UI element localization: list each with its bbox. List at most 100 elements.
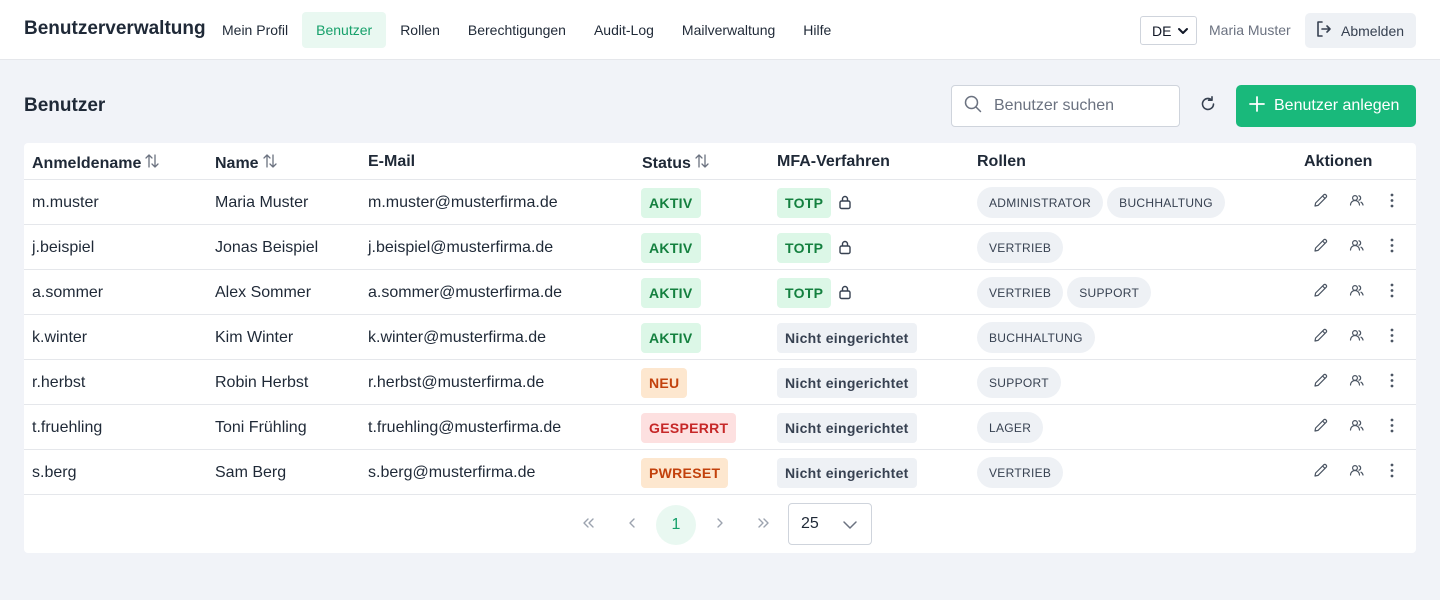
- mfa-badge: Nicht eingerichtet: [777, 368, 917, 398]
- login-cell: a.sommer: [32, 284, 104, 301]
- previous-page-button[interactable]: [612, 505, 652, 545]
- email-cell: t.fruehling@musterfirma.de: [368, 419, 562, 436]
- page-button-current[interactable]: 1: [656, 505, 696, 545]
- search-icon: [964, 95, 982, 118]
- assign-roles-button[interactable]: [1346, 283, 1366, 303]
- more-actions-button[interactable]: [1382, 238, 1402, 258]
- table-row[interactable]: r.herbst Robin Herbst r.herbst@musterfirma…: [24, 360, 1416, 405]
- email-cell: k.winter@musterfirma.de: [368, 329, 547, 346]
- column-header-mfa: MFA-Verfahren: [777, 153, 890, 170]
- more-actions-button[interactable]: [1382, 463, 1402, 483]
- chevrons-left-icon: [580, 515, 596, 536]
- more-vertical-icon: [1389, 462, 1395, 484]
- nav-item-mailverwaltung[interactable]: Mailverwaltung: [681, 22, 776, 38]
- sort-icon[interactable]: [144, 153, 160, 174]
- pencil-icon: [1312, 462, 1329, 484]
- column-header-name[interactable]: Name: [215, 153, 278, 174]
- more-vertical-icon: [1389, 237, 1395, 259]
- column-header-login[interactable]: Anmeldename: [32, 153, 160, 174]
- status-badge: PWRESET: [641, 458, 729, 488]
- refresh-button[interactable]: [1196, 94, 1220, 118]
- role-chip: VERTRIEB: [977, 277, 1064, 308]
- logout-button[interactable]: Abmelden: [1305, 13, 1416, 48]
- column-header-login-label: Anmeldename: [32, 154, 142, 172]
- status-badge: NEU: [641, 368, 688, 398]
- edit-button[interactable]: [1310, 328, 1330, 348]
- add-user-label: Benutzer anlegen: [1274, 97, 1400, 114]
- table-row[interactable]: t.fruehling Toni Frühling t.fruehling@must…: [24, 405, 1416, 450]
- sort-icon[interactable]: [262, 153, 278, 174]
- edit-button[interactable]: [1310, 373, 1330, 393]
- assign-roles-button[interactable]: [1346, 418, 1366, 438]
- email-cell: s.berg@musterfirma.de: [368, 464, 536, 481]
- table-header: Anmeldename Name E-Mail Status MFA-Verfa…: [24, 143, 1416, 180]
- main-nav: Mein Profil Benutzer Rollen Berechtigung…: [208, 12, 845, 48]
- add-user-button[interactable]: Benutzer anlegen: [1236, 85, 1416, 127]
- more-vertical-icon: [1389, 417, 1395, 439]
- role-chip: ADMINISTRATOR: [977, 187, 1104, 218]
- nav-item-berechtigungen[interactable]: Berechtigungen: [467, 22, 566, 38]
- column-header-status[interactable]: Status: [642, 153, 710, 174]
- lock-icon: [837, 239, 853, 260]
- role-chip: SUPPORT: [1067, 277, 1152, 308]
- first-page-button[interactable]: [568, 505, 608, 545]
- pencil-icon: [1312, 372, 1329, 394]
- login-cell: m.muster: [32, 194, 99, 211]
- email-cell: a.sommer@musterfirma.de: [368, 284, 563, 301]
- assign-roles-button[interactable]: [1346, 373, 1366, 393]
- table-row[interactable]: s.berg Sam Berg s.berg@musterfirma.de PWRES…: [24, 450, 1416, 495]
- next-page-button[interactable]: [700, 505, 740, 545]
- nav-item-benutzer[interactable]: Benutzer: [302, 12, 387, 48]
- assign-roles-button[interactable]: [1346, 238, 1366, 258]
- logout-label: Abmelden: [1341, 22, 1405, 39]
- search-input[interactable]: [994, 97, 1164, 115]
- email-cell: m.muster@musterfirma.de: [368, 194, 558, 211]
- assign-roles-button[interactable]: [1346, 463, 1366, 483]
- name-cell: Sam Berg: [215, 464, 287, 481]
- table-row[interactable]: k.winter Kim Winter k.winter@musterfirma.d…: [24, 315, 1416, 360]
- status-badge: AKTIV: [641, 323, 701, 353]
- mfa-badge: TOTP: [777, 233, 832, 263]
- login-cell: j.beispiel: [32, 239, 95, 256]
- users-icon: [1348, 462, 1365, 484]
- nav-item-mein-profil[interactable]: Mein Profil: [222, 22, 289, 38]
- assign-roles-button[interactable]: [1346, 328, 1366, 348]
- nav-item-audit-log[interactable]: Audit-Log: [593, 22, 654, 38]
- edit-button[interactable]: [1310, 418, 1330, 438]
- sort-icon[interactable]: [694, 153, 710, 174]
- role-chip: LAGER: [977, 412, 1044, 443]
- table-row[interactable]: m.muster Maria Muster m.muster@musterfirma…: [24, 180, 1416, 225]
- table-row[interactable]: a.sommer Alex Sommer a.sommer@musterfirma.…: [24, 270, 1416, 315]
- name-cell: Maria Muster: [215, 194, 309, 211]
- column-header-name-label: Name: [215, 154, 259, 172]
- table-row[interactable]: j.beispiel Jonas Beispiel j.beispiel@muste…: [24, 225, 1416, 270]
- role-chip: BUCHHALTUNG: [977, 322, 1095, 353]
- last-page-button[interactable]: [744, 505, 784, 545]
- edit-button[interactable]: [1310, 283, 1330, 303]
- roles-list: LAGER: [977, 412, 1044, 443]
- edit-button[interactable]: [1310, 238, 1330, 258]
- mfa-badge: Nicht eingerichtet: [777, 413, 917, 443]
- language-select[interactable]: DE: [1140, 16, 1197, 45]
- more-actions-button[interactable]: [1382, 193, 1402, 213]
- more-vertical-icon: [1389, 372, 1395, 394]
- search-field[interactable]: [951, 85, 1180, 127]
- more-actions-button[interactable]: [1382, 418, 1402, 438]
- nav-item-rollen[interactable]: Rollen: [400, 22, 440, 38]
- more-actions-button[interactable]: [1382, 283, 1402, 303]
- more-actions-button[interactable]: [1382, 373, 1402, 393]
- nav-item-hilfe[interactable]: Hilfe: [803, 22, 832, 38]
- assign-roles-button[interactable]: [1346, 193, 1366, 213]
- name-cell: Kim Winter: [215, 329, 294, 346]
- users-icon: [1348, 327, 1365, 349]
- edit-button[interactable]: [1310, 463, 1330, 483]
- more-actions-button[interactable]: [1382, 328, 1402, 348]
- mfa-badge: Nicht eingerichtet: [777, 458, 917, 488]
- edit-button[interactable]: [1310, 193, 1330, 213]
- users-icon: [1348, 192, 1365, 214]
- role-chip: VERTRIEB: [977, 457, 1064, 488]
- status-badge: AKTIV: [641, 188, 701, 218]
- users-icon: [1348, 372, 1365, 394]
- page-size-select[interactable]: 25: [788, 503, 872, 545]
- lock-icon: [837, 194, 853, 215]
